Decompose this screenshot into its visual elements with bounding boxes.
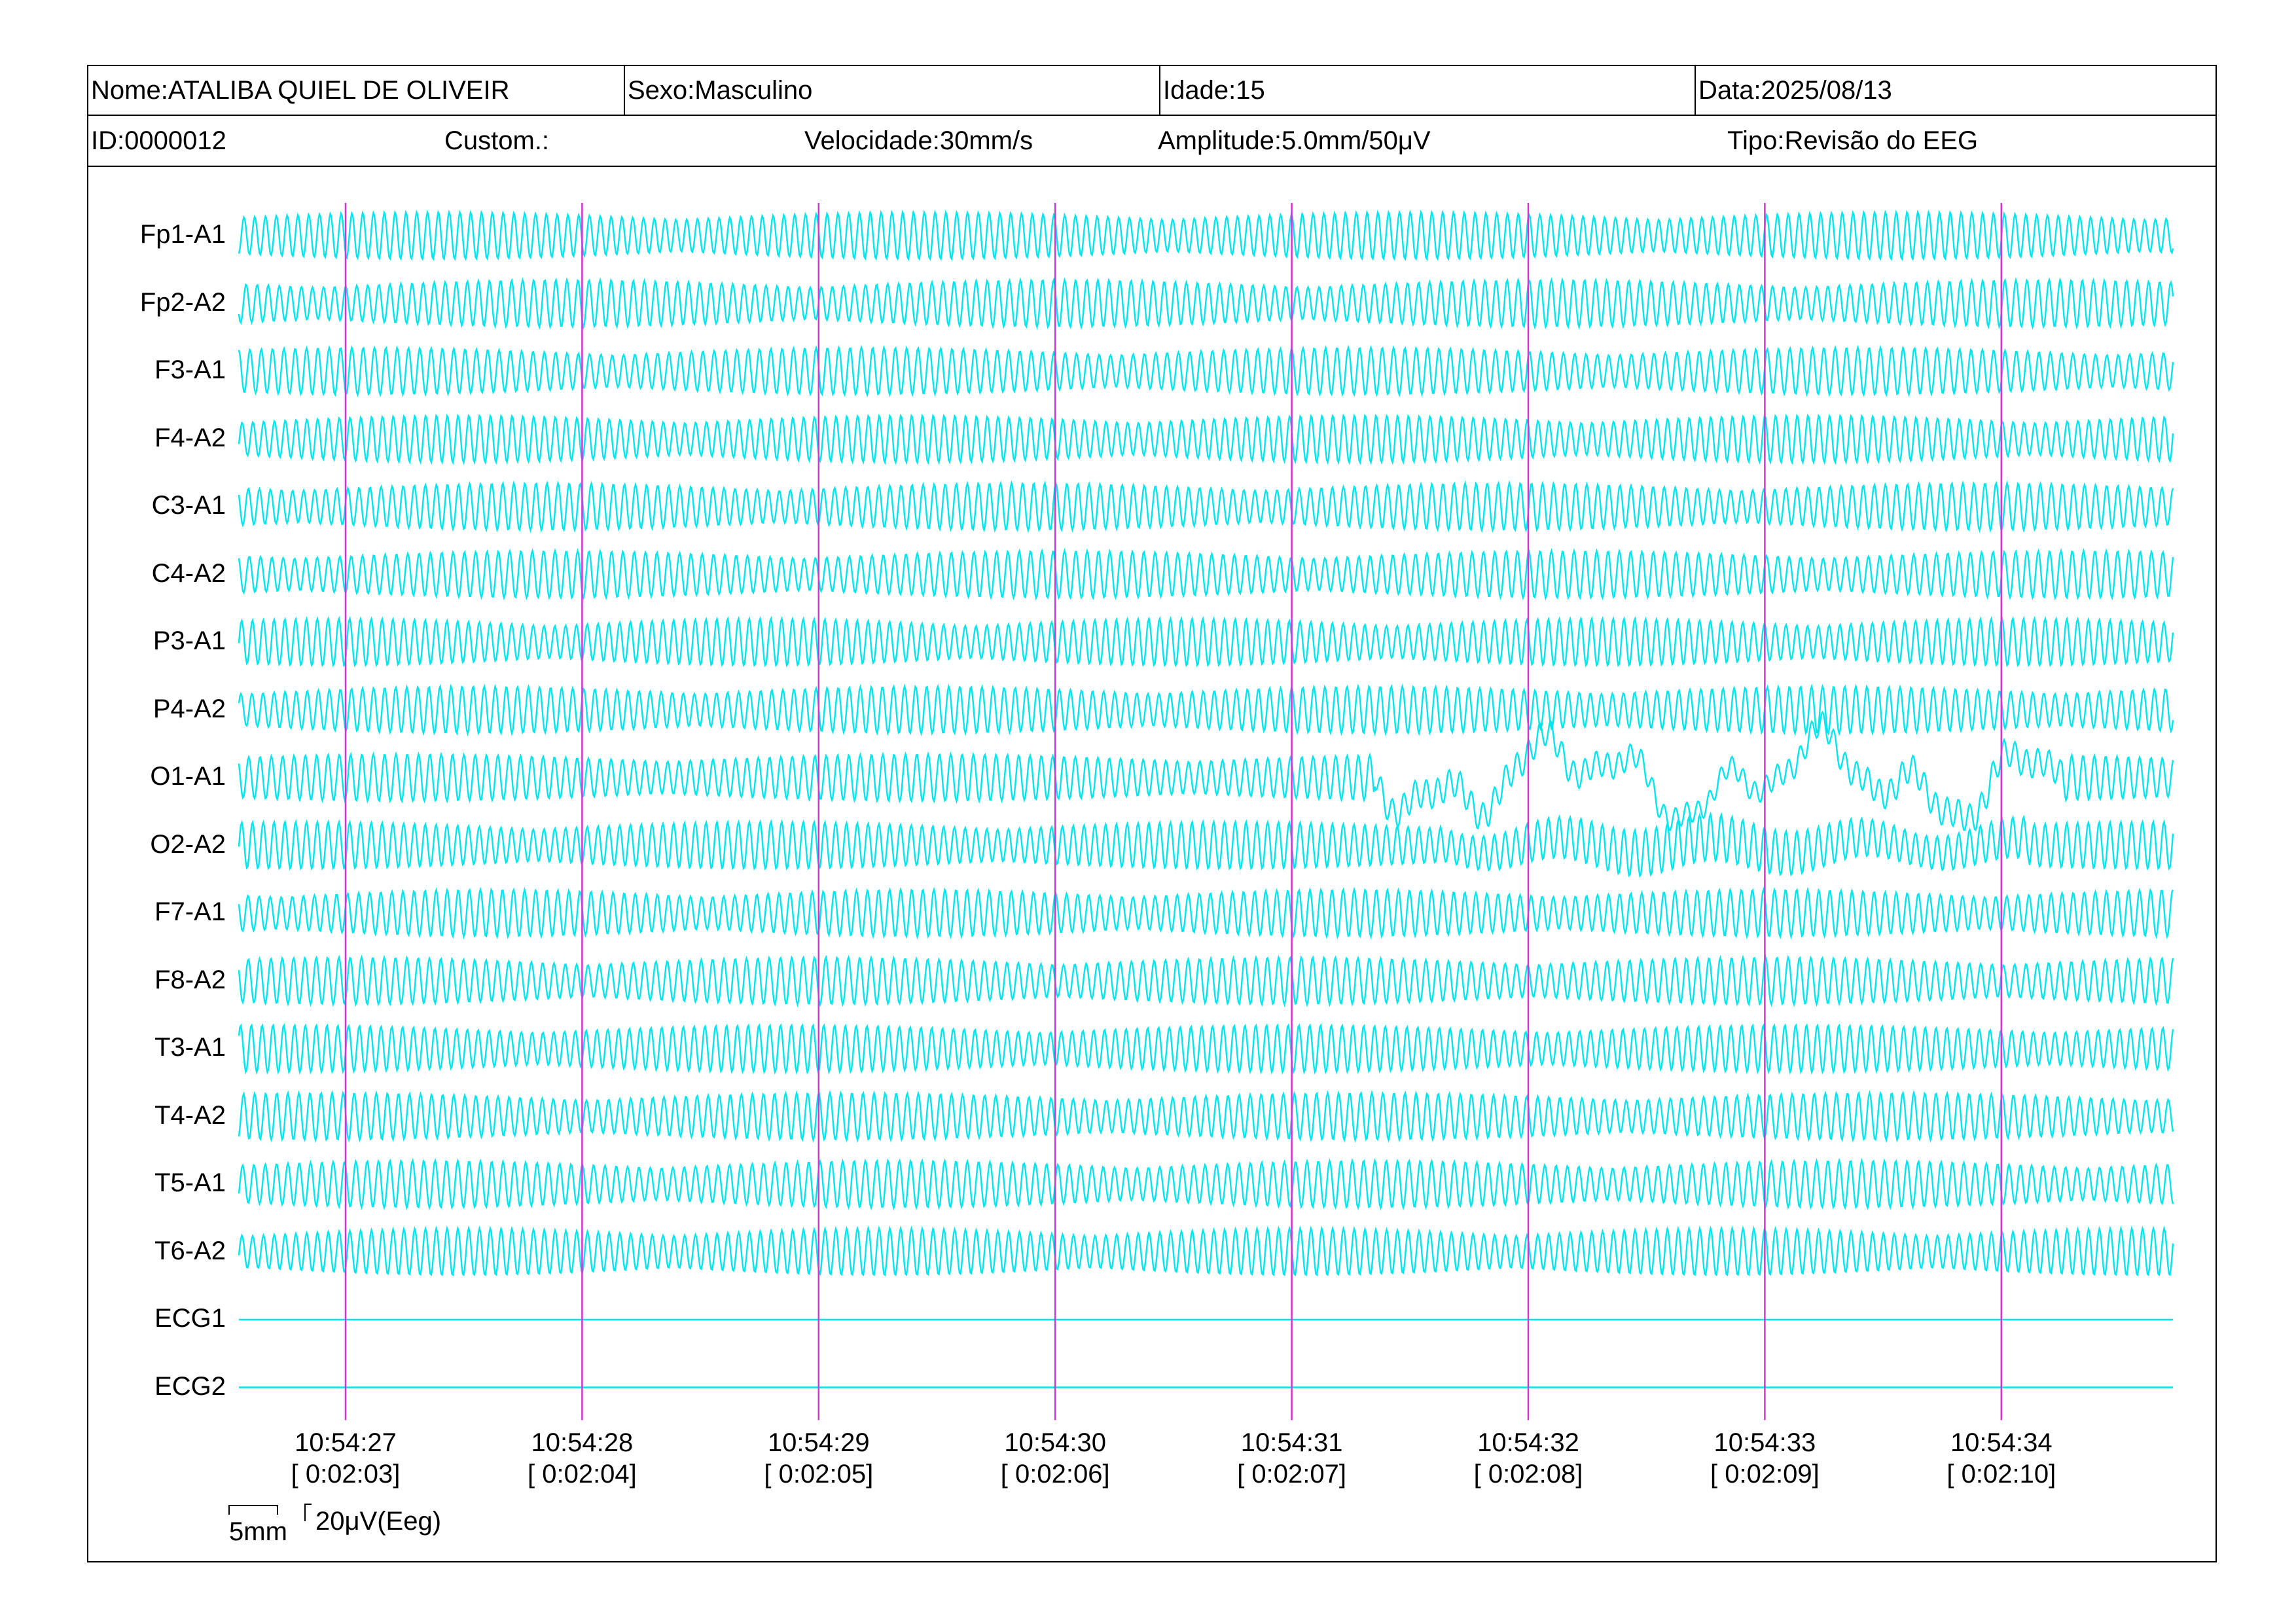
channel-label: F4-A2 — [154, 423, 226, 452]
eeg-trace — [238, 683, 2174, 737]
elapsed-time: [ 0:02:04] — [527, 1460, 637, 1489]
eeg-trace — [238, 615, 2174, 668]
channel-label: ECG1 — [154, 1304, 226, 1333]
scale-time-bracket — [228, 1505, 278, 1515]
exam-date: Data:2025/08/13 — [1695, 66, 2215, 115]
eeg-trace — [238, 954, 2174, 1007]
channel-label: Fp2-A2 — [139, 287, 226, 317]
channel-label: O2-A2 — [150, 829, 226, 859]
elapsed-time: [ 0:02:08] — [1473, 1460, 1583, 1489]
clock-time: 10:54:32 — [1477, 1428, 1579, 1457]
time-mark-label: 10:54:33 [ 0:02:09] — [1666, 1427, 1863, 1490]
elapsed-time: [ 0:02:09] — [1710, 1460, 1820, 1489]
eeg-trace — [238, 710, 2174, 831]
clock-time: 10:54:30 — [1004, 1428, 1107, 1457]
eeg-trace — [238, 480, 2174, 533]
header-row-settings: ID:0000012 Custom.: Velocidade:30mm/s Am… — [88, 116, 2215, 167]
header-row-patient: Nome:ATALIBA QUIEL DE OLIVEIR Sexo:Mascu… — [88, 66, 2215, 116]
patient-sex: Sexo:Masculino — [624, 66, 1159, 115]
clock-time: 10:54:29 — [767, 1428, 870, 1457]
scale-amp-label: 20μV(Eeg) — [315, 1507, 442, 1536]
time-mark-label: 10:54:29 [ 0:02:05] — [721, 1427, 917, 1490]
eeg-trace — [238, 1157, 2174, 1211]
eeg-trace — [238, 413, 2174, 465]
elapsed-time: [ 0:02:05] — [764, 1460, 874, 1489]
eeg-trace — [238, 277, 2174, 331]
channel-label: P4-A2 — [152, 694, 226, 723]
clock-time: 10:54:28 — [531, 1428, 634, 1457]
channel-label: Fp1-A1 — [139, 220, 226, 249]
eeg-trace — [238, 811, 2174, 878]
patient-name: Nome:ATALIBA QUIEL DE OLIVEIR — [91, 76, 510, 105]
clock-time: 10:54:27 — [295, 1428, 397, 1457]
time-mark-label: 10:54:28 [ 0:02:04] — [484, 1427, 680, 1490]
patient-age: Idade:15 — [1159, 66, 1695, 115]
channel-label: T6-A2 — [154, 1236, 226, 1265]
channel-label: T5-A1 — [154, 1168, 226, 1197]
channel-label: F8-A2 — [154, 965, 226, 994]
eeg-trace — [238, 548, 2174, 601]
channel-label: F3-A1 — [154, 355, 226, 384]
eeg-trace — [238, 886, 2174, 940]
channel-label: F7-A1 — [154, 897, 226, 926]
amplitude-setting: Amplitude:5.0mm/50μV — [1158, 126, 1431, 155]
eeg-trace — [238, 344, 2174, 398]
channel-label: C4-A2 — [151, 558, 226, 588]
scale-amp-bracket — [304, 1504, 312, 1521]
eeg-report-frame: Nome:ATALIBA QUIEL DE OLIVEIR Sexo:Mascu… — [87, 65, 2217, 1562]
clock-time: 10:54:31 — [1240, 1428, 1343, 1457]
channel-label: ECG2 — [154, 1371, 226, 1401]
eeg-trace — [238, 1023, 2174, 1075]
time-mark-label: 10:54:27 [ 0:02:03] — [247, 1427, 444, 1490]
clock-time: 10:54:34 — [1950, 1428, 2053, 1457]
elapsed-time: [ 0:02:06] — [1000, 1460, 1110, 1489]
elapsed-time: [ 0:02:03] — [291, 1460, 401, 1489]
time-mark-label: 10:54:30 [ 0:02:06] — [957, 1427, 1153, 1490]
eeg-trace — [238, 209, 2174, 261]
channel-label: C3-A1 — [151, 491, 226, 520]
time-mark-label: 10:54:32 [ 0:02:08] — [1430, 1427, 1626, 1490]
scale-time-label: 5mm — [229, 1517, 287, 1546]
elapsed-time: [ 0:02:07] — [1237, 1460, 1346, 1489]
eeg-trace — [238, 1089, 2174, 1144]
speed-setting: Velocidade:30mm/s — [804, 126, 1033, 155]
clock-time: 10:54:33 — [1713, 1428, 1816, 1457]
review-type: Tipo:Revisão do EEG — [1727, 126, 1979, 155]
time-mark-label: 10:54:34 [ 0:02:10] — [1903, 1427, 2100, 1490]
patient-id: ID:0000012 — [91, 126, 226, 155]
custom-field: Custom.: — [444, 126, 550, 155]
channel-label: P3-A1 — [152, 626, 226, 655]
channel-label: T4-A2 — [154, 1100, 226, 1130]
eeg-trace — [238, 1225, 2174, 1276]
channel-label: O1-A1 — [150, 762, 226, 791]
elapsed-time: [ 0:02:10] — [1946, 1460, 2056, 1489]
channel-label: T3-A1 — [154, 1033, 226, 1062]
time-mark-label: 10:54:31 [ 0:02:07] — [1194, 1427, 1390, 1490]
